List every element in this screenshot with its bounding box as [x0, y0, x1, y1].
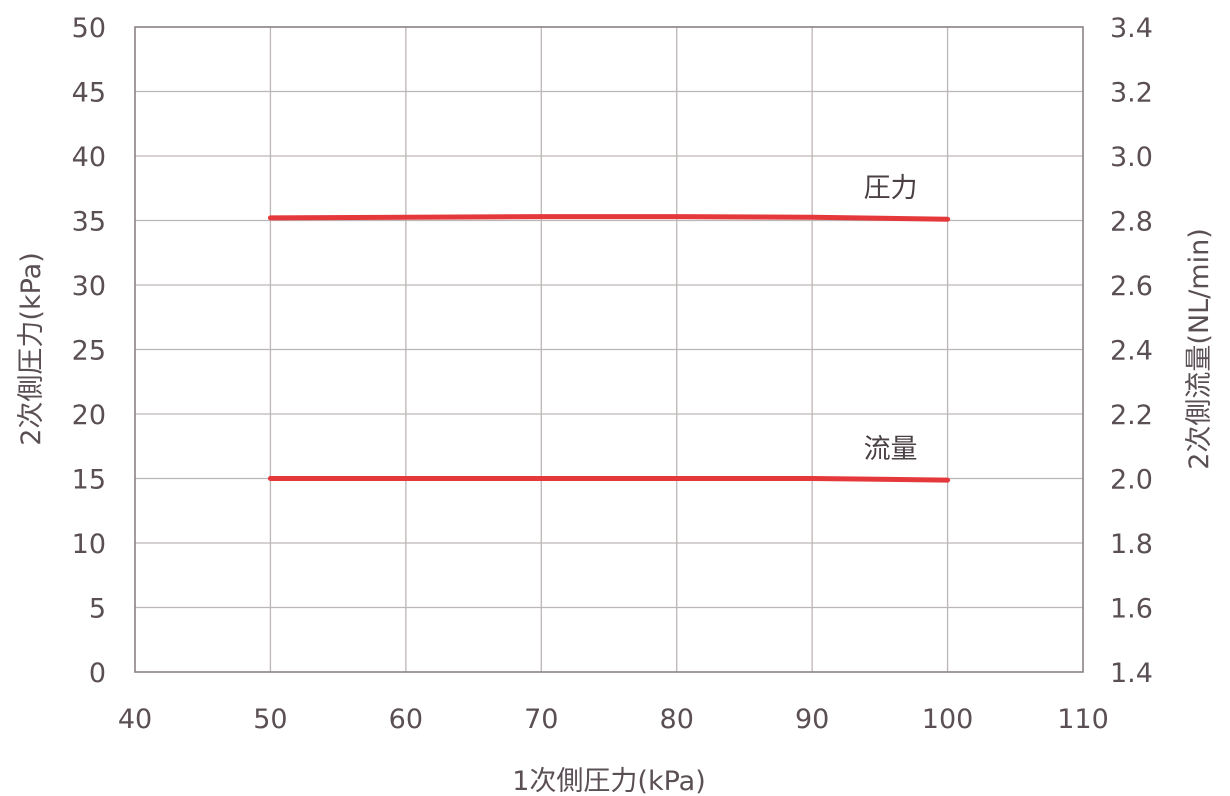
- x-tick-label: 80: [660, 704, 694, 735]
- y-tick-label: 20: [72, 400, 106, 431]
- y-tick-labels: 0 5 10 15 20 25 30 35 40 45 50: [72, 13, 106, 689]
- y2-tick-label: 2.2: [1110, 400, 1153, 431]
- y2-tick-label: 3.0: [1110, 142, 1153, 173]
- y-tick-label: 40: [72, 142, 106, 173]
- x-axis-title: 1次側圧力(kPa): [512, 766, 706, 796]
- y-tick-label: 50: [72, 13, 106, 44]
- x-tick-label: 90: [795, 704, 829, 735]
- y2-tick-label: 3.4: [1110, 13, 1153, 44]
- y2-tick-label: 1.6: [1110, 594, 1153, 625]
- y2-tick-label: 2.8: [1110, 207, 1153, 238]
- y-tick-label: 45: [72, 78, 106, 109]
- x-tick-label: 50: [253, 704, 287, 735]
- y2-tick-label: 3.2: [1110, 78, 1153, 109]
- y2-tick-label: 1.4: [1110, 658, 1153, 689]
- plot-frame: [134, 26, 1084, 673]
- series-label: 圧力: [864, 173, 918, 204]
- y2-tick-label: 2.6: [1110, 271, 1153, 302]
- y2-tick-label: 1.8: [1110, 529, 1153, 560]
- y-tick-label: 15: [72, 465, 106, 496]
- x-tick-label: 110: [1057, 704, 1109, 735]
- series-line: [267, 214, 951, 222]
- series-label: 流量: [864, 434, 918, 465]
- y2-tick-label: 2.4: [1110, 336, 1153, 367]
- y-tick-label: 30: [72, 271, 106, 302]
- grid: [135, 27, 1083, 672]
- y2-tick-label: 2.0: [1110, 465, 1153, 496]
- y-tick-label: 5: [89, 594, 106, 625]
- y2-axis-title: 2次側流量(NL/min): [1184, 228, 1215, 470]
- x-tick-label: 60: [389, 704, 423, 735]
- x-tick-label: 40: [118, 704, 152, 735]
- x-tick-labels: 40 50 60 70 80 90 100 110: [118, 704, 1109, 735]
- y-tick-label: 0: [89, 658, 106, 689]
- x-tick-label: 70: [524, 704, 558, 735]
- y-tick-label: 35: [72, 207, 106, 238]
- y-tick-label: 10: [72, 529, 106, 560]
- series-line: [267, 476, 951, 483]
- y-axis-title: 2次側圧力(kPa): [16, 252, 47, 446]
- y2-tick-labels: 1.4 1.6 1.8 2.0 2.2 2.4 2.6 2.8 3.0 3.2 3.4: [1110, 13, 1153, 689]
- y-tick-label: 25: [72, 336, 106, 367]
- x-tick-label: 100: [922, 704, 974, 735]
